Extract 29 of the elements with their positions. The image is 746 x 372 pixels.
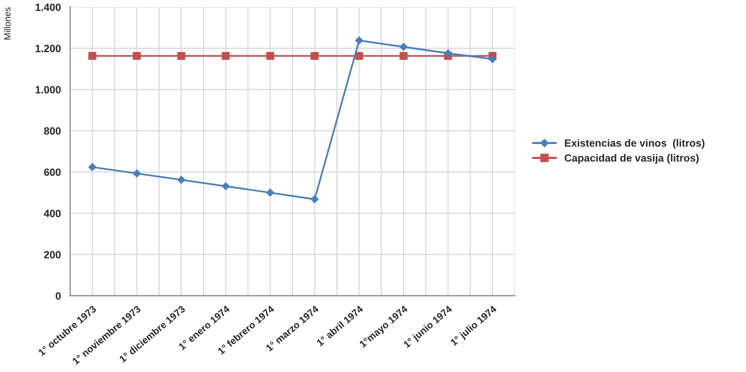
point: [88, 163, 96, 172]
y-tick-label: 1.200: [36, 44, 61, 52]
point: [222, 182, 230, 190]
point: [355, 36, 364, 44]
point: [266, 52, 274, 60]
point: [177, 52, 186, 60]
legend-label: Capacidad de vasija (litros): [564, 154, 699, 164]
y-axis-title: Millones: [4, 7, 11, 40]
point: [310, 52, 319, 60]
point: [400, 52, 408, 60]
y-tick-label: 1.000: [36, 86, 61, 94]
point: [400, 42, 408, 51]
y-tick-label: 0: [56, 292, 61, 300]
y-tick-label: 1.400: [36, 4, 61, 11]
point: [222, 52, 230, 60]
point: [444, 49, 452, 58]
point: [177, 176, 186, 184]
point: [88, 52, 96, 60]
point: [132, 170, 141, 178]
y-tick-label: 600: [44, 168, 61, 176]
y-tick-label: 800: [44, 127, 61, 135]
point: [266, 188, 274, 197]
point: [310, 195, 319, 204]
y-tick-label: 400: [44, 210, 61, 218]
point: [488, 55, 496, 63]
y-tick-label: 200: [44, 251, 61, 258]
point: [132, 52, 141, 60]
legend-label: Existencias de vinos (litros): [564, 139, 704, 149]
point: [355, 52, 364, 60]
